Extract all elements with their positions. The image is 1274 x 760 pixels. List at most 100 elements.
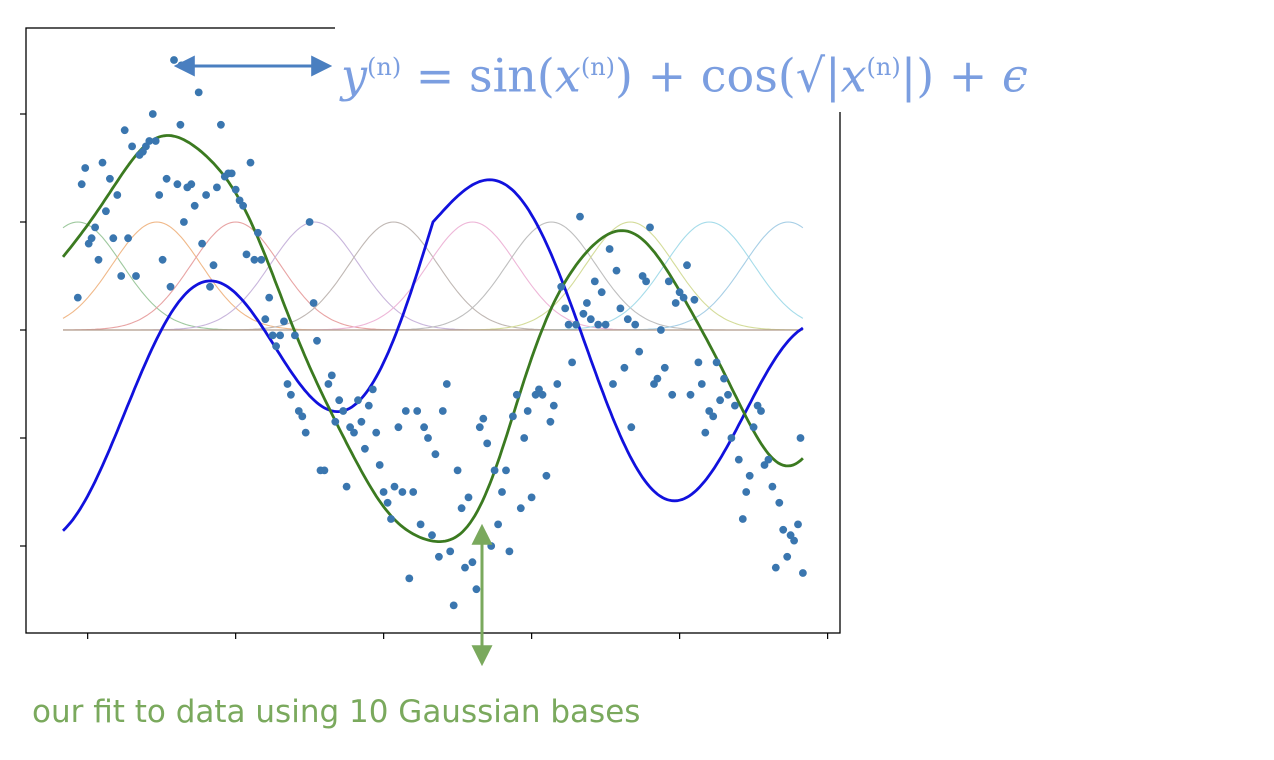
data-point: [657, 326, 665, 334]
data-point: [409, 488, 418, 496]
data-point: [390, 482, 399, 491]
data-point: [239, 201, 248, 210]
data-point: [291, 331, 299, 340]
data-point: [180, 218, 188, 226]
data-point: [120, 126, 129, 135]
data-point: [394, 423, 403, 432]
data-point: [106, 174, 114, 183]
data-point: [162, 174, 171, 183]
data-point: [609, 380, 617, 388]
data-point: [301, 428, 310, 437]
data-point: [446, 547, 455, 556]
data-point: [620, 363, 629, 372]
data-point: [132, 272, 140, 280]
data-point: [660, 363, 669, 372]
data-point: [324, 380, 333, 388]
data-point: [246, 158, 255, 167]
data-point: [117, 272, 126, 280]
data-point: [155, 191, 164, 199]
data-point: [572, 320, 580, 329]
data-point: [350, 428, 358, 437]
axis-ticks: [20, 113, 829, 639]
data-point: [309, 299, 318, 307]
data-point: [280, 317, 288, 326]
data-point: [605, 245, 614, 253]
data-point: [387, 515, 395, 523]
data-point: [435, 552, 443, 561]
data-point: [383, 498, 392, 507]
data-point: [701, 428, 710, 437]
data-point: [457, 504, 466, 513]
data-point: [265, 293, 274, 302]
data-point: [734, 455, 743, 464]
data-point: [697, 380, 706, 388]
data-point: [91, 223, 99, 232]
data-point: [502, 466, 510, 475]
data-point: [601, 320, 610, 329]
data-point: [187, 180, 196, 189]
data-point: [109, 234, 118, 243]
data-point: [505, 547, 514, 556]
data-point: [461, 563, 469, 572]
data-point: [202, 191, 211, 199]
data-point: [331, 417, 340, 426]
data-point: [512, 390, 521, 399]
data-point: [576, 212, 584, 221]
data-point: [757, 407, 765, 415]
data-point: [557, 282, 566, 291]
data-point: [401, 407, 410, 415]
data-point: [73, 293, 82, 302]
data-point: [379, 488, 388, 496]
data-point: [468, 558, 477, 567]
data-point: [779, 525, 788, 534]
data-point: [261, 315, 270, 324]
data-point: [424, 434, 432, 442]
data-point: [564, 320, 573, 329]
data-point: [438, 407, 447, 415]
data-point: [590, 277, 599, 286]
data-point: [327, 371, 336, 380]
data-point: [354, 396, 362, 405]
data-point: [745, 471, 754, 480]
data-point: [712, 358, 721, 367]
data-point: [472, 585, 481, 594]
data-point: [206, 282, 214, 291]
data-point: [612, 266, 621, 275]
annotation-arrows: [173, 55, 493, 667]
data-point: [287, 390, 295, 399]
data-point: [320, 466, 329, 475]
data-point: [487, 542, 496, 550]
data-point: [231, 185, 240, 194]
data-point: [686, 390, 695, 399]
data-point: [173, 180, 182, 189]
data-point: [190, 201, 199, 210]
data-point: [194, 88, 203, 97]
data-point: [731, 401, 739, 410]
model-formula: y(n) = sin(x(n)) + cos(√|x(n)|) + ϵ: [335, 22, 1036, 112]
data-point: [764, 455, 773, 464]
data-point: [690, 295, 699, 304]
data-point: [523, 407, 532, 415]
data-point: [257, 255, 266, 264]
data-point: [546, 417, 555, 426]
data-point: [209, 261, 218, 270]
data-point: [553, 380, 562, 388]
data-point: [716, 396, 724, 405]
data-point: [428, 531, 436, 540]
data-point: [98, 158, 107, 167]
data-point: [542, 471, 551, 480]
data-point: [124, 234, 132, 243]
data-point: [749, 423, 758, 432]
data-point: [213, 183, 221, 192]
data-point: [449, 601, 458, 610]
data-point: [561, 304, 570, 313]
data-point: [335, 396, 344, 405]
data-point: [520, 434, 529, 442]
data-point: [166, 282, 175, 291]
data-point: [683, 261, 691, 270]
data-point: [170, 56, 178, 64]
data-point: [242, 250, 251, 259]
data-point: [783, 552, 792, 561]
data-point: [597, 288, 606, 297]
